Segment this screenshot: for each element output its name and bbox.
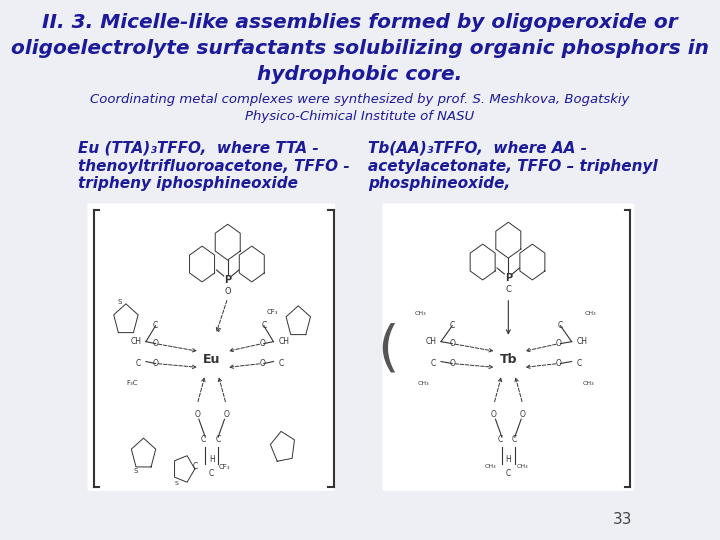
Text: C: C xyxy=(153,321,158,330)
Text: C: C xyxy=(215,435,221,444)
Text: O: O xyxy=(520,410,526,418)
Text: O: O xyxy=(556,359,562,368)
Text: C: C xyxy=(201,435,207,444)
Text: H: H xyxy=(209,455,215,463)
Text: tripheny iphosphineoxide: tripheny iphosphineoxide xyxy=(78,177,298,192)
Text: Eu: Eu xyxy=(203,353,220,366)
Text: O: O xyxy=(153,359,158,368)
Text: C: C xyxy=(261,321,266,330)
Text: C: C xyxy=(136,359,141,368)
Polygon shape xyxy=(215,224,240,260)
Text: C: C xyxy=(209,469,215,478)
Text: O: O xyxy=(153,339,158,348)
Text: CH₃: CH₃ xyxy=(485,464,497,469)
Text: P: P xyxy=(224,275,231,285)
Text: CH₃: CH₃ xyxy=(585,311,596,316)
Text: O: O xyxy=(259,359,265,368)
Polygon shape xyxy=(189,246,215,282)
Text: Tb(AA)₃TFFO,  where AA -: Tb(AA)₃TFFO, where AA - xyxy=(368,140,587,156)
Text: O: O xyxy=(259,339,265,348)
Text: F₃C: F₃C xyxy=(127,380,138,387)
Text: thenoyltrifluoroacetone, TFFO -: thenoyltrifluoroacetone, TFFO - xyxy=(78,159,349,173)
Text: phosphineoxide,: phosphineoxide, xyxy=(368,177,510,192)
Polygon shape xyxy=(496,222,521,258)
Text: CH: CH xyxy=(426,337,436,346)
Text: O: O xyxy=(449,339,455,348)
Text: Tb: Tb xyxy=(500,353,517,366)
Text: C: C xyxy=(558,321,563,330)
Text: CH₃: CH₃ xyxy=(415,311,426,316)
Text: C: C xyxy=(278,359,284,368)
Text: CH₃: CH₃ xyxy=(583,381,595,386)
Text: 33: 33 xyxy=(613,512,633,526)
Text: C: C xyxy=(498,435,503,444)
Text: hydrophobic core.: hydrophobic core. xyxy=(257,65,463,84)
Polygon shape xyxy=(520,244,545,280)
Text: CH₃: CH₃ xyxy=(517,464,528,469)
Text: CH₃: CH₃ xyxy=(418,381,430,386)
Text: O: O xyxy=(194,410,200,418)
Text: O: O xyxy=(491,410,497,418)
Text: CH: CH xyxy=(278,337,289,346)
Text: O: O xyxy=(556,339,562,348)
Text: C: C xyxy=(577,359,582,368)
Text: v: v xyxy=(216,327,220,333)
Text: O: O xyxy=(223,410,229,418)
Text: CF₃: CF₃ xyxy=(267,309,279,315)
Text: S: S xyxy=(174,481,179,487)
Text: (: ( xyxy=(377,322,399,376)
Text: CH: CH xyxy=(577,337,588,346)
Text: O: O xyxy=(225,287,231,296)
Text: C: C xyxy=(505,469,511,478)
FancyBboxPatch shape xyxy=(382,204,634,491)
Text: Coordinating metal complexes were synthesized by prof. S. Meshkova, Bogatskiy: Coordinating metal complexes were synthe… xyxy=(90,93,630,106)
Text: S: S xyxy=(133,468,138,474)
Text: oligoelectrolyte surfactants solubilizing organic phosphors in: oligoelectrolyte surfactants solubilizin… xyxy=(11,39,709,58)
Text: C: C xyxy=(505,286,511,294)
Text: O: O xyxy=(449,359,455,368)
Text: CH: CH xyxy=(130,337,141,346)
Text: Physico-Chimical Institute of NASU: Physico-Chimical Institute of NASU xyxy=(246,110,474,123)
Text: S: S xyxy=(117,299,122,305)
Text: C: C xyxy=(193,462,198,471)
Polygon shape xyxy=(470,244,495,280)
Polygon shape xyxy=(239,246,264,282)
FancyBboxPatch shape xyxy=(87,204,335,491)
Text: C: C xyxy=(512,435,518,444)
Text: Eu (TTA)₃TFFO,  where TTA -: Eu (TTA)₃TFFO, where TTA - xyxy=(78,140,318,156)
Text: acetylacetonate, TFFO – triphenyl: acetylacetonate, TFFO – triphenyl xyxy=(368,159,658,173)
Text: CF₃: CF₃ xyxy=(219,464,230,470)
Text: C: C xyxy=(449,321,455,330)
Text: P: P xyxy=(505,273,512,283)
Text: H: H xyxy=(505,455,511,463)
Text: C: C xyxy=(431,359,436,368)
Text: II. 3. Micelle-like assemblies formed by oligoperoxide or: II. 3. Micelle-like assemblies formed by… xyxy=(42,14,678,32)
